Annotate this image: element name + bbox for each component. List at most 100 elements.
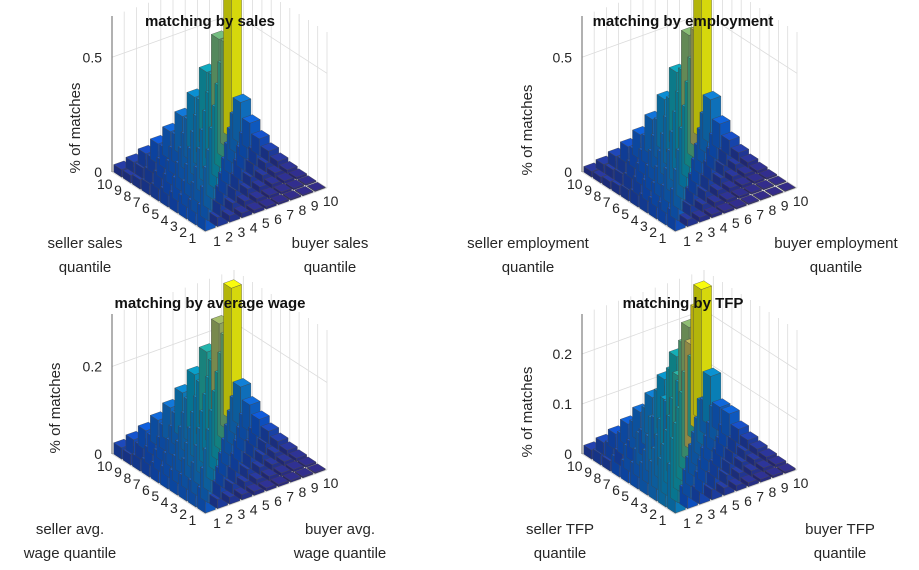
seller-tick-label: 8 bbox=[594, 188, 602, 204]
buyer-tick-label: 8 bbox=[299, 484, 307, 500]
seller-tick-label: 9 bbox=[584, 464, 592, 480]
seller-tick-label: 6 bbox=[142, 482, 150, 498]
z-tick-label: 0 bbox=[94, 446, 102, 462]
chart-title: matching by TFP bbox=[623, 295, 744, 312]
bar-seller-2-buyer-10 bbox=[297, 175, 317, 186]
buyer-tick-label: 8 bbox=[769, 202, 777, 218]
bar-seller-2-buyer-10 bbox=[767, 175, 787, 186]
seller-tick-label: 8 bbox=[124, 470, 132, 486]
buyer-tick-label: 6 bbox=[274, 211, 282, 227]
bar-seller-2-buyer-10 bbox=[767, 455, 787, 468]
buyer-axis-label: buyer avg. bbox=[305, 521, 375, 538]
buyer-axis-label: buyer employment bbox=[774, 235, 898, 252]
seller-tick-label: 5 bbox=[151, 488, 159, 504]
buyer-tick-label: 10 bbox=[793, 193, 809, 209]
buyer-tick-label: 3 bbox=[238, 506, 246, 522]
bar-seller-2-buyer-10 bbox=[297, 456, 317, 468]
seller-axis-label: quantile bbox=[534, 545, 587, 562]
seller-tick-label: 7 bbox=[603, 194, 611, 210]
bar-seller-2-buyer-8 bbox=[743, 183, 762, 195]
bar-seller-1-buyer-10 bbox=[306, 182, 326, 192]
seller-tick-label: 10 bbox=[567, 176, 583, 192]
chart-title: matching by employment bbox=[593, 13, 774, 30]
bar-seller-1-buyer-10 bbox=[776, 182, 796, 192]
buyer-tick-label: 1 bbox=[683, 515, 691, 531]
buyer-tick-label: 9 bbox=[781, 198, 789, 214]
seller-tick-label: 6 bbox=[612, 482, 620, 498]
seller-tick-label: 1 bbox=[659, 512, 667, 528]
seller-tick-label: 2 bbox=[649, 224, 657, 240]
seller-tick-label: 8 bbox=[594, 470, 602, 486]
buyer-tick-label: 4 bbox=[720, 502, 728, 518]
buyer-tick-label: 5 bbox=[732, 215, 740, 231]
buyer-tick-label: 5 bbox=[262, 497, 270, 513]
bar-seller-1-buyer-9 bbox=[294, 186, 314, 197]
seller-tick-label: 7 bbox=[603, 476, 611, 492]
buyer-tick-label: 2 bbox=[695, 510, 703, 526]
chart-title: matching by sales bbox=[145, 13, 275, 30]
buyer-tick-label: 2 bbox=[225, 510, 233, 526]
z-axis-label: % of matches bbox=[47, 363, 64, 454]
seller-tick-label: 10 bbox=[567, 458, 583, 474]
z-tick-label: 0 bbox=[564, 446, 572, 462]
seller-axis-label: wage quantile bbox=[23, 545, 117, 562]
seller-tick-label: 1 bbox=[189, 512, 197, 528]
z-axis-label: % of matches bbox=[67, 83, 84, 174]
seller-tick-label: 2 bbox=[179, 224, 187, 240]
seller-tick-label: 7 bbox=[133, 476, 141, 492]
buyer-tick-label: 6 bbox=[274, 493, 282, 509]
bar-seller-1-buyer-10 bbox=[776, 463, 796, 474]
seller-axis-label: quantile bbox=[59, 259, 112, 276]
z-axis-label: % of matches bbox=[519, 367, 536, 458]
buyer-tick-label: 10 bbox=[323, 475, 339, 491]
buyer-tick-label: 5 bbox=[262, 215, 270, 231]
bars bbox=[113, 279, 326, 514]
buyer-tick-label: 8 bbox=[769, 484, 777, 500]
chart-title: matching by average wage bbox=[115, 295, 306, 312]
buyer-tick-label: 7 bbox=[286, 206, 294, 222]
bar-seller-1-buyer-9 bbox=[294, 467, 314, 479]
buyer-tick-label: 3 bbox=[238, 224, 246, 240]
seller-tick-label: 3 bbox=[640, 500, 648, 516]
z-tick-label: 0 bbox=[564, 164, 572, 180]
seller-tick-label: 4 bbox=[631, 212, 639, 228]
bar-seller-1-buyer-10 bbox=[306, 463, 326, 474]
seller-tick-label: 5 bbox=[621, 488, 629, 504]
seller-axis-label: quantile bbox=[502, 259, 555, 276]
seller-tick-label: 10 bbox=[97, 176, 113, 192]
seller-tick-label: 9 bbox=[114, 464, 122, 480]
seller-axis-label: seller sales bbox=[47, 235, 122, 252]
z-axis-label: % of matches bbox=[519, 85, 536, 176]
buyer-tick-label: 4 bbox=[720, 220, 728, 236]
buyer-tick-label: 9 bbox=[311, 480, 319, 496]
buyer-tick-label: 10 bbox=[793, 475, 809, 491]
buyer-axis-label: buyer TFP bbox=[805, 521, 875, 538]
z-tick-label: 0.5 bbox=[553, 49, 573, 65]
buyer-tick-label: 7 bbox=[286, 488, 294, 504]
buyer-tick-label: 9 bbox=[781, 480, 789, 496]
bar-seller-1-buyer-8 bbox=[282, 190, 302, 201]
seller-tick-label: 6 bbox=[612, 200, 620, 216]
seller-tick-label: 3 bbox=[640, 218, 648, 234]
z-tick-label: 0.1 bbox=[553, 396, 573, 412]
buyer-axis-label: quantile bbox=[304, 259, 357, 276]
seller-tick-label: 10 bbox=[97, 458, 113, 474]
seller-tick-label: 4 bbox=[161, 494, 169, 510]
z-tick-label: 0 bbox=[94, 164, 102, 180]
seller-tick-label: 1 bbox=[659, 230, 667, 246]
buyer-tick-label: 5 bbox=[732, 497, 740, 513]
seller-axis-label: seller TFP bbox=[526, 521, 594, 538]
buyer-tick-label: 9 bbox=[311, 198, 319, 214]
buyer-tick-label: 10 bbox=[323, 193, 339, 209]
bar-seller-2-buyer-9 bbox=[285, 179, 305, 191]
buyer-axis-label: quantile bbox=[814, 545, 867, 562]
buyer-tick-label: 4 bbox=[250, 220, 258, 236]
seller-tick-label: 3 bbox=[170, 500, 178, 516]
seller-tick-label: 1 bbox=[189, 230, 197, 246]
seller-axis-label: seller avg. bbox=[36, 521, 104, 538]
